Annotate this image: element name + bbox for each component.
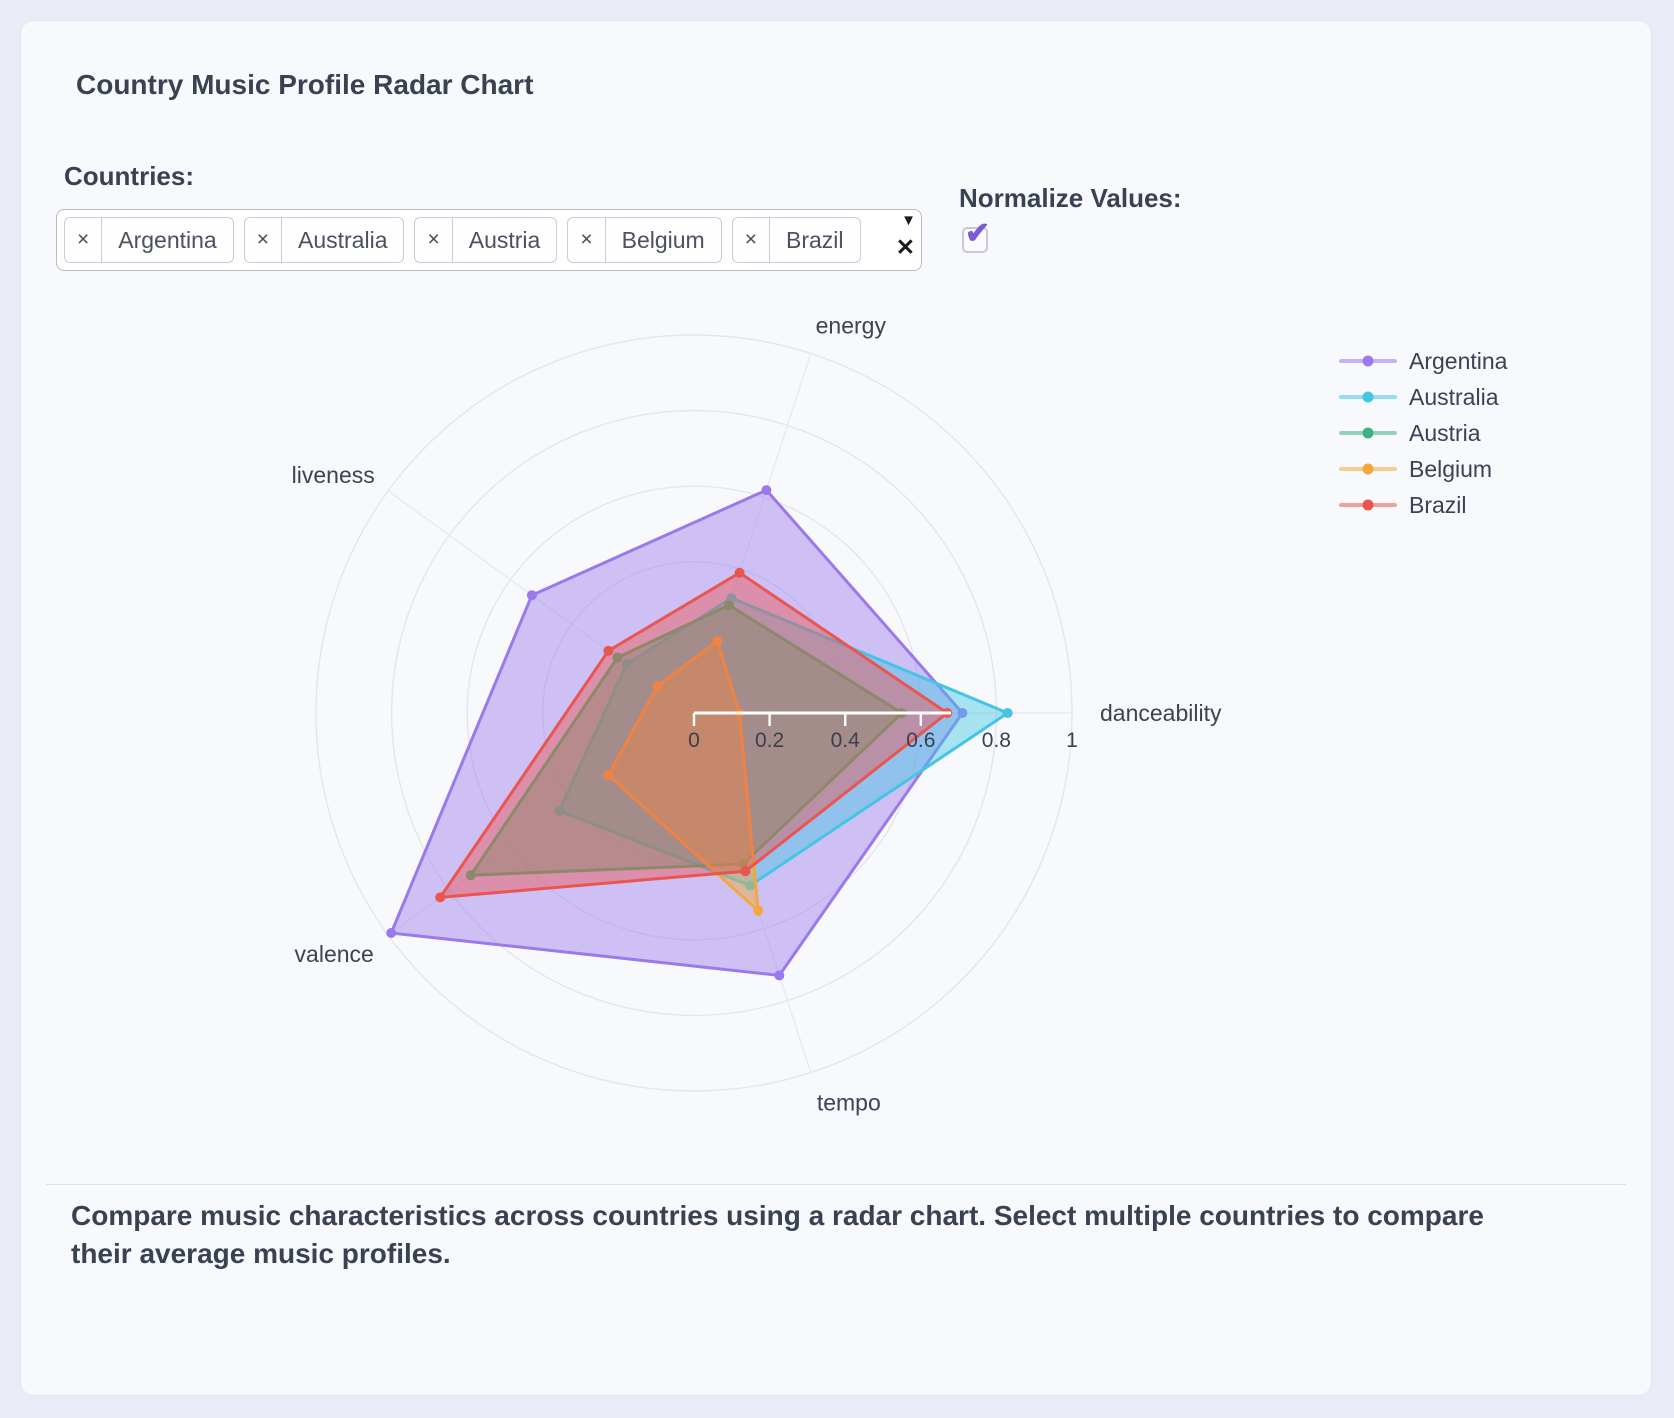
radar-series-australia: [554, 593, 1013, 891]
chart-legend: Argentina Australia Austria Belgium Brazil: [1339, 343, 1507, 523]
remove-country-icon[interactable]: ×: [245, 218, 282, 262]
normalize-label: Normalize Values:: [959, 183, 1182, 213]
legend-marker-icon: [1339, 355, 1397, 367]
svg-text:liveness: liveness: [292, 462, 375, 488]
legend-marker-icon: [1339, 427, 1397, 439]
country-tag-label: Brazil: [785, 226, 844, 253]
legend-label: Brazil: [1409, 491, 1467, 518]
clear-selection-button[interactable]: ✕: [895, 234, 915, 260]
remove-country-icon[interactable]: ×: [415, 218, 453, 262]
legend-item[interactable]: Belgium: [1339, 451, 1507, 487]
radar-grid: [315, 334, 1073, 1092]
countries-label: Countries:: [64, 161, 194, 191]
country-tag-label: Argentina: [118, 226, 217, 253]
radar-series-belgium: [603, 636, 764, 916]
remove-country-icon[interactable]: ×: [733, 218, 770, 262]
normalize-checkbox[interactable]: ✔: [962, 219, 990, 253]
dropdown-arrow-icon[interactable]: ▼: [901, 212, 916, 229]
svg-text:1: 1: [1066, 729, 1078, 752]
country-tag-label: Belgium: [621, 226, 705, 253]
radar-chart: 0 0.2 0.4 0.6 0.8 1 danceability energy liveness…: [292, 313, 1222, 1116]
radar-series-argentina: [386, 485, 968, 981]
legend-label: Argentina: [1409, 347, 1508, 374]
country-multiselect[interactable]: × Argentina × Australia × Austria × Belgium × Bra…: [56, 209, 922, 271]
svg-text:danceability: danceability: [1100, 700, 1222, 726]
svg-text:0: 0: [688, 729, 700, 752]
country-tags: × Argentina × Australia × Austria × Belgium × Bra…: [64, 217, 895, 263]
legend-label: Belgium: [1409, 455, 1493, 482]
legend-item[interactable]: Argentina: [1339, 343, 1507, 379]
legend-item[interactable]: Australia: [1339, 379, 1507, 415]
legend-label: Austria: [1409, 419, 1481, 446]
svg-text:tempo: tempo: [817, 1090, 881, 1116]
country-tag[interactable]: × Belgium: [567, 217, 722, 263]
legend-label: Australia: [1409, 383, 1499, 410]
legend-marker-icon: [1339, 391, 1397, 403]
country-tag[interactable]: × Austria: [414, 217, 558, 263]
svg-text:valence: valence: [295, 941, 374, 967]
country-tag-label: Australia: [298, 226, 388, 253]
svg-text:0.2: 0.2: [755, 729, 784, 752]
remove-country-icon[interactable]: ×: [568, 218, 606, 262]
legend-marker-icon: [1339, 499, 1397, 511]
legend-marker-icon: [1339, 463, 1397, 475]
radar-axis-ticks: 0 0.2 0.4 0.6 0.8 1: [688, 711, 1078, 752]
svg-text:0.6: 0.6: [906, 729, 935, 752]
svg-text:energy: energy: [816, 313, 887, 339]
app-card: Country Music Profile Radar Chart Countr…: [20, 20, 1652, 1396]
legend-item[interactable]: Brazil: [1339, 487, 1507, 523]
svg-text:0.8: 0.8: [982, 729, 1011, 752]
radar-series-brazil: [435, 567, 953, 903]
page-title: Country Music Profile Radar Chart: [76, 69, 534, 100]
country-tag[interactable]: × Argentina: [64, 217, 234, 263]
country-tag-label: Austria: [468, 226, 541, 253]
svg-text:0.4: 0.4: [831, 729, 861, 752]
country-tag[interactable]: × Australia: [243, 217, 405, 263]
footer-description: Compare music characteristics across cou…: [71, 1200, 1484, 1269]
footer-divider: [46, 1184, 1626, 1185]
legend-item[interactable]: Austria: [1339, 415, 1507, 451]
radar-axis-labels: danceability energy liveness valence tempo: [292, 313, 1222, 1116]
country-tag[interactable]: × Brazil: [731, 217, 861, 263]
checkmark-icon: ✔: [965, 217, 991, 250]
radar-series-austria: [465, 600, 907, 881]
remove-country-icon[interactable]: ×: [65, 218, 103, 262]
